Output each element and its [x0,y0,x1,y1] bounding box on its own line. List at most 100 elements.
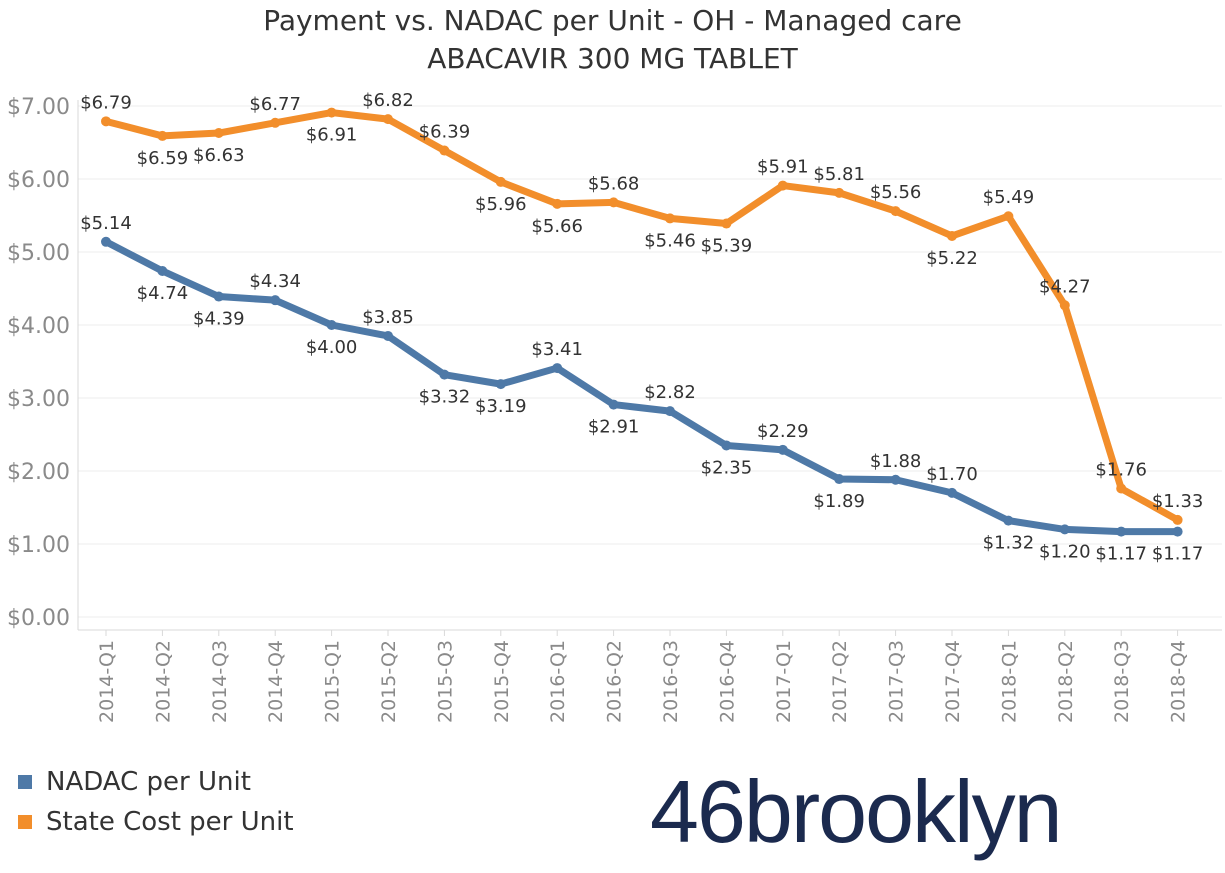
series-1-label-13: $5.81 [813,164,865,185]
series-line-1 [102,109,1182,524]
axes: $0.00 $1.00 $2.00 $3.00 $4.00 $5.00 $6.00 $7.00… [7,95,1222,723]
series-1-label-7: $5.96 [475,194,527,215]
y-tick-label-3: $3.00 [7,387,70,412]
y-tick-label-4: $4.00 [7,314,70,339]
y-tick-label-5: $5.00 [7,241,70,266]
series-1-point-12 [777,180,788,191]
x-tick-label-6: 2015-Q3 [434,640,456,723]
series-1-label-16: $5.49 [983,187,1035,208]
series-0-point-1 [157,265,168,276]
x-tick-label-2: 2014-Q3 [209,640,231,723]
series-1-point-13 [834,187,845,198]
legend-swatch-nadac [18,775,32,789]
series-0-label-0: $5.14 [80,213,132,234]
x-tick-label-11: 2016-Q4 [716,640,738,723]
series-1-label-12: $5.91 [757,157,809,178]
series-0-point-7 [495,379,506,390]
series-0-point-19 [1172,526,1183,537]
series-1-label-4: $6.91 [306,125,358,146]
series-1-point-0 [101,116,111,127]
x-tick-label-10: 2016-Q3 [660,640,682,723]
series-1-label-15: $5.22 [926,248,978,269]
x-tick-label-3: 2014-Q4 [265,640,287,723]
x-tick-label-4: 2015-Q1 [322,640,344,723]
series-0-label-4: $4.00 [306,337,358,358]
x-tick-label-19: 2018-Q4 [1168,640,1190,723]
series-0-point-12 [777,444,788,455]
brand-logo-text: 46brooklyn [650,770,1061,861]
series-1-point-4 [326,107,337,118]
series-1-label-11: $5.39 [701,236,753,257]
series-1-label-0: $6.79 [80,92,132,113]
series-0-label-13: $1.89 [813,491,865,512]
series-1-point-6 [439,145,450,156]
y-tick-label-0: $0.00 [7,606,70,631]
series-1-label-5: $6.82 [362,90,414,111]
series-0-point-17 [1059,524,1070,535]
series-0-label-15: $1.70 [926,464,978,485]
legend: NADAC per Unit State Cost per Unit [18,762,294,842]
series-1-point-17 [1059,300,1070,311]
series-0-point-10 [665,406,675,417]
x-tick-label-9: 2016-Q2 [604,640,626,723]
y-tick-label-2: $2.00 [7,460,70,485]
series-0-label-16: $1.32 [983,533,1035,554]
series-0-point-2 [213,291,224,302]
x-tick-label-14: 2017-Q3 [886,640,908,723]
series-0-label-17: $1.20 [1039,541,1091,562]
series-1-point-3 [270,117,281,128]
x-tick-label-15: 2017-Q4 [942,640,964,723]
series-lines [101,107,1183,537]
x-tick-label-8: 2016-Q1 [547,640,569,723]
series-1-point-10 [665,213,675,224]
series-0-label-6: $3.32 [419,387,471,408]
series-0-label-9: $2.91 [588,417,640,438]
x-tick-label-12: 2017-Q1 [773,640,795,723]
chart-title: Payment vs. NADAC per Unit - OH - Manage… [263,4,962,37]
x-tick-label-5: 2015-Q2 [378,640,400,723]
series-1-label-17: $4.27 [1039,276,1091,297]
series-0-label-3: $4.34 [249,271,301,292]
series-1-label-8: $5.66 [531,216,583,237]
series-line-0 [102,238,1182,536]
series-1-point-2 [213,128,224,139]
series-1-point-15 [947,230,957,241]
line-chart: $0.00 $1.00 $2.00 $3.00 $4.00 $5.00 $6.00 $7.00… [7,90,1222,723]
x-tick-label-16: 2018-Q1 [998,640,1020,723]
x-tick-label-18: 2018-Q3 [1111,640,1133,723]
series-1-label-9: $5.68 [588,173,640,194]
series-0-point-5 [383,330,393,341]
series-1-point-11 [721,218,732,229]
series-0-point-11 [721,440,732,451]
series-0-label-14: $1.88 [870,451,922,472]
series-0-label-8: $3.41 [531,339,583,360]
gridlines [78,105,1222,618]
series-0-point-14 [890,474,901,485]
series-1-label-6: $6.39 [419,122,471,143]
series-1-point-7 [495,176,506,187]
series-0-point-3 [270,295,281,306]
series-1-point-19 [1172,514,1183,525]
series-1-label-10: $5.46 [644,230,696,251]
series-1-label-14: $5.56 [870,182,922,203]
series-1-point-18 [1116,483,1127,494]
series-0-point-8 [552,363,563,374]
series-0-point-4 [326,320,337,330]
legend-label-state-cost: State Cost per Unit [46,807,294,837]
legend-label-nadac: NADAC per Unit [46,767,251,797]
y-tick-label-1: $1.00 [7,533,70,558]
series-1-point-9 [608,197,619,208]
legend-item-nadac: NADAC per Unit [18,762,294,802]
series-0-label-1: $4.74 [137,283,189,304]
series-0-point-15 [947,487,957,498]
y-tick-label-7: $7.00 [7,95,70,120]
series-1-label-18: $1.76 [1095,460,1147,481]
series-1-point-1 [157,130,168,141]
series-1-point-16 [1003,211,1014,222]
series-0-point-0 [101,236,111,247]
series-0-label-2: $4.39 [193,309,245,330]
legend-item-state-cost: State Cost per Unit [18,802,294,842]
x-tick-label-7: 2015-Q4 [491,640,513,723]
data-labels: $5.14 $4.74$4.39$4.34 $4.00$3.85 $3.32 $3.19… [80,90,1203,564]
series-0-point-18 [1116,526,1127,537]
